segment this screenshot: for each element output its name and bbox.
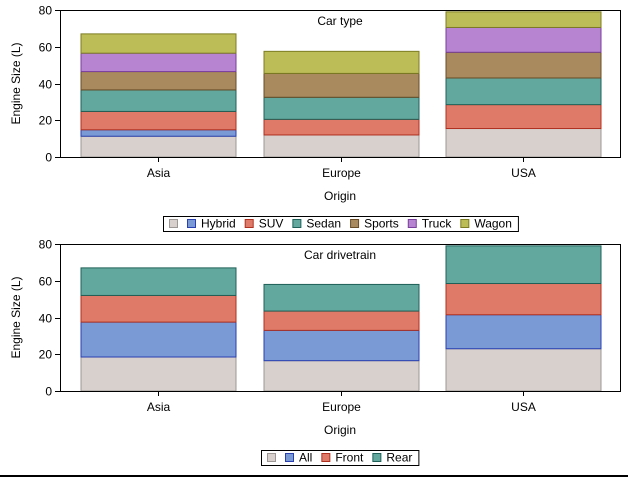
chart2-y-tick-label-40: 40 xyxy=(39,312,53,326)
chart1-legend-swatch-sedan xyxy=(292,219,302,228)
chart1-bar-asia-suv xyxy=(80,110,237,131)
chart1-legend-swatch-unnamed xyxy=(169,219,178,228)
chart1-legend-label-wagon: Wagon xyxy=(474,217,512,231)
chart1-bar-europe-sedan xyxy=(263,96,420,120)
chart1-legend-label-sports: Sports xyxy=(364,217,399,231)
chart2-bar-asia-rear xyxy=(80,267,237,296)
chart1-bar-usa-unnamed xyxy=(445,128,602,158)
chart2-legend-label-all: All xyxy=(299,451,312,465)
chart1-bar-europe-wagon xyxy=(263,50,420,74)
chart1-bar-usa-wagon xyxy=(445,11,602,28)
chart1-bar-usa-truck xyxy=(445,26,602,53)
chart2-bar-asia-all xyxy=(80,321,237,358)
chart1-bar-usa-sedan xyxy=(445,77,602,106)
chart1-plot-frame xyxy=(60,10,621,158)
chart2-bar-europe-unnamed xyxy=(263,360,420,392)
chart1-bar-usa-suv xyxy=(445,104,602,130)
chart2-title: Car drivetrain xyxy=(304,248,376,262)
chart2-bar-asia-unnamed xyxy=(80,356,237,392)
chart1-legend-label-suv: SUV xyxy=(259,217,284,231)
chart1-x-tick-label-europe: Europe xyxy=(322,166,361,180)
chart1-bar-europe-unnamed xyxy=(263,134,420,158)
chart1-legend-label-sedan: Sedan xyxy=(306,217,341,231)
chart2-bar-asia-front xyxy=(80,294,237,323)
chart1-y-tick-label-60: 60 xyxy=(39,41,53,55)
chart1-y-tick-label-40: 40 xyxy=(39,78,53,92)
chart2-plot-frame xyxy=(60,244,621,392)
chart1-title: Car type xyxy=(317,14,363,28)
chart2-bar-europe-rear xyxy=(263,283,420,312)
chart1-legend-swatch-sports xyxy=(350,219,360,228)
chart2-x-tick-label-asia: Asia xyxy=(147,400,171,414)
chart2-legend-swatch-unnamed xyxy=(267,453,276,462)
chart1-bar-asia-sedan xyxy=(80,89,237,112)
bottom-divider xyxy=(0,475,628,477)
chart2-legend-label-front: Front xyxy=(335,451,364,465)
chart2-x-tick-label-usa: USA xyxy=(511,400,536,414)
chart2-x-tick-label-europe: Europe xyxy=(322,400,361,414)
chart2-legend-label-rear: Rear xyxy=(386,451,412,465)
chart2-y-tick-label-0: 0 xyxy=(45,385,52,399)
chart2-bar-usa-unnamed xyxy=(445,348,602,392)
chart1-y-tick-label-80: 80 xyxy=(39,4,53,18)
chart1-bar-asia-sports xyxy=(80,71,237,91)
chart2-y-tick-label-60: 60 xyxy=(39,275,53,289)
chart1-bar-asia-wagon xyxy=(80,33,237,54)
chart2-y-axis-label: Engine Size (L) xyxy=(9,276,23,358)
chart1-bar-asia-hybrid xyxy=(80,129,237,137)
chart1-legend-swatch-hybrid xyxy=(187,219,196,228)
chart1-bar-asia-unnamed xyxy=(80,135,237,158)
chart1-x-axis-label: Origin xyxy=(324,189,356,203)
chart2-y-tick-label-80: 80 xyxy=(39,238,53,252)
chart1-x-tick-label-usa: USA xyxy=(511,166,536,180)
chart1-legend-label-hybrid: Hybrid xyxy=(201,217,236,231)
chart1-x-tick-label-asia: Asia xyxy=(147,166,171,180)
chart2-bar-usa-rear xyxy=(445,245,602,285)
chart2-legend-swatch-front xyxy=(321,453,331,462)
chart2-y-tick-label-20: 20 xyxy=(39,348,53,362)
chart1-legend-swatch-suv xyxy=(244,219,254,228)
chart1-bar-europe-suv xyxy=(263,118,420,136)
chart2-x-axis-label: Origin xyxy=(324,423,356,437)
chart1-legend-label-truck: Truck xyxy=(422,217,453,231)
chart2-bar-usa-all xyxy=(445,314,602,350)
chart2-bar-europe-front xyxy=(263,310,420,331)
chart1-bar-usa-sports xyxy=(445,51,602,79)
chart2-legend-swatch-all xyxy=(285,453,294,462)
chart1-legend-swatch-wagon xyxy=(460,219,470,228)
chart1-y-tick-label-0: 0 xyxy=(45,151,52,165)
chart1-legend-swatch-truck xyxy=(407,219,417,228)
chart2-legend-swatch-rear xyxy=(372,453,382,462)
chart2-bar-usa-front xyxy=(445,283,602,316)
chart1-y-tick-label-20: 20 xyxy=(39,114,53,128)
chart1-bar-asia-truck xyxy=(80,52,237,73)
chart1-bar-europe-sports xyxy=(263,72,420,98)
chart1-y-axis-label: Engine Size (L) xyxy=(9,42,23,124)
chart2-bar-europe-all xyxy=(263,329,420,362)
